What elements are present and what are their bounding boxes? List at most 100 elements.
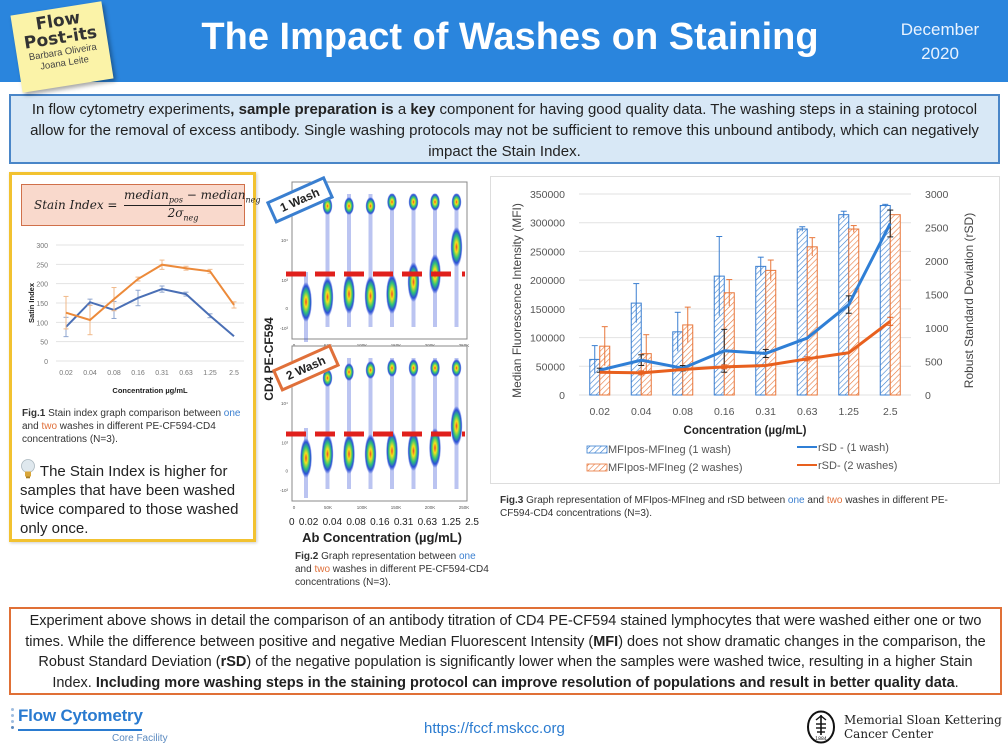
fig3-caption-one: one xyxy=(787,495,805,506)
negative-population xyxy=(386,274,398,314)
conclusion-key-message: Including more washing steps in the stai… xyxy=(95,674,955,691)
flow-plot-2: 10⁴ 10³ 0 -10³ 0 50K 100K 150K 200K 250K xyxy=(280,345,470,510)
fig1-x-tick: 0.04 xyxy=(83,370,97,377)
negative-population xyxy=(321,434,334,474)
gate-threshold-line xyxy=(402,431,422,437)
fig2-flow-plots: 1 Wash 2 Wash CD4 PE-CF594 10⁴10³0-10³05… xyxy=(262,176,489,596)
positive-population xyxy=(451,359,462,377)
gate-threshold-line xyxy=(373,431,393,437)
fig3-x-tick: 0.04 xyxy=(631,406,652,418)
flow-y-tick: 0 xyxy=(285,468,288,473)
concentration-tick: 0.02 xyxy=(298,517,319,528)
flow-x-tick: 200K xyxy=(425,505,436,510)
fig3-y2-tick: 2500 xyxy=(925,223,949,235)
mskcc-line2: Cancer Center xyxy=(844,727,934,741)
legend-swatch xyxy=(586,463,608,472)
fig1-y-tick: 150 xyxy=(36,301,48,308)
fig1-caption-text: Stain index graph comparison between xyxy=(45,408,224,419)
gate-threshold-line xyxy=(286,271,306,277)
fig3-caption: Fig.3 Graph representation of MFIpos-MFI… xyxy=(500,494,980,520)
flow-y-tick: 10³ xyxy=(281,278,288,283)
negative-population xyxy=(386,431,398,471)
concentration-tick: 0 xyxy=(289,517,295,528)
formula-denominator: 2σneg xyxy=(124,206,242,222)
fc-subtitle: Core Facility xyxy=(112,733,168,744)
fig3-y-tick: 100000 xyxy=(530,333,565,345)
negative-population xyxy=(364,434,377,474)
fig3-x-tick: 0.02 xyxy=(590,406,611,418)
gate-threshold-line xyxy=(373,271,393,277)
fig3-bar-1 xyxy=(755,265,767,396)
fig3-y-tick: 300000 xyxy=(530,218,565,230)
flow-x-tick: 150K xyxy=(391,505,402,510)
header-banner: The Impact of Washes on Staining Decembe… xyxy=(0,0,1008,82)
intro-bold-2: key xyxy=(410,101,436,118)
positive-population xyxy=(430,193,440,211)
fig3-bar-2 xyxy=(806,246,818,396)
conclusion-rsd: rSD xyxy=(220,654,247,670)
negative-population xyxy=(407,431,420,471)
stain-index-note-text: The Stain Index is higher for samples th… xyxy=(20,463,239,537)
fig3-x-tick: 0.16 xyxy=(714,406,735,418)
fig1-y-tick: 0 xyxy=(44,359,48,366)
positive-population xyxy=(451,193,462,211)
positive-population xyxy=(408,359,419,377)
stain-index-note: The Stain Index is higher for samples th… xyxy=(20,459,252,538)
stain-index-panel: Stain Index = medianpos − medianneg 2σne… xyxy=(9,172,261,542)
fig3-bar-2 xyxy=(848,228,860,396)
stain-index-formula: Stain Index = medianpos − medianneg 2σne… xyxy=(21,184,261,226)
mskcc-name: Memorial Sloan Kettering Cancer Center xyxy=(844,713,1002,741)
fig2-caption-label: Fig.2 xyxy=(295,551,319,562)
den-sub: neg xyxy=(183,213,199,223)
concentration-ticks: 0 0.02 0.04 0.08 0.16 0.31 0.63 1.25 2.5 xyxy=(289,517,479,528)
fig3-bar-2 xyxy=(889,214,901,396)
fig3-y2-tick: 3000 xyxy=(925,189,949,201)
intro-text-3: component for having good quality data. … xyxy=(30,101,979,160)
fig3-svg: 0 50000 100000 150000 200000 250000 300000 3500… xyxy=(510,189,976,474)
fig2-caption-one: one xyxy=(459,551,476,562)
logo-dots-icon xyxy=(11,708,15,732)
population-streak xyxy=(325,194,330,327)
legend-label: rSD- (2 washes) xyxy=(818,460,897,472)
gate-threshold-line xyxy=(431,431,451,437)
fig3-legend-item-4: rSD- (2 washes) xyxy=(797,460,897,472)
intro-bold-1: , sample preparation is xyxy=(230,101,394,118)
positive-population xyxy=(344,363,354,381)
population-streak xyxy=(368,194,373,327)
fig3-legend-item-3: rSD - (1 wash) xyxy=(797,442,889,454)
fc-title: Flow Cytometry xyxy=(18,706,143,725)
fig3-y2-tick: 500 xyxy=(925,357,943,369)
fig1-x-tick: 0.02 xyxy=(59,370,73,377)
population-streak xyxy=(347,194,351,327)
fig3-y-tick: 250000 xyxy=(530,246,565,258)
population-streak xyxy=(411,358,416,489)
fig2-caption-text: Graph representation between xyxy=(318,551,459,562)
mskcc-year: 1884 xyxy=(815,736,827,742)
gate-threshold-line xyxy=(315,431,335,437)
fig1-caption-end: washes in different PE-CF594-CD4 concent… xyxy=(22,421,216,445)
fig1-caption-and: and xyxy=(22,421,42,432)
fig3-x-tick: 0.63 xyxy=(797,406,818,418)
website-link[interactable]: https://fccf.mskcc.org xyxy=(424,720,565,737)
minus: − xyxy=(182,188,201,202)
date-month: December xyxy=(900,20,980,39)
population-streak xyxy=(347,358,351,489)
den: 2σ xyxy=(167,206,184,221)
concentration-tick: 0.31 xyxy=(393,517,414,528)
mskcc-tree-icon: 1884 xyxy=(807,710,835,744)
positive-population xyxy=(387,359,397,377)
gate-threshold-line xyxy=(344,271,364,277)
flow-y-tick: 10⁴ xyxy=(281,401,288,406)
fig3-x-tick: 0.08 xyxy=(673,406,694,418)
gate-threshold-line xyxy=(462,431,465,437)
fig3-bar-2 xyxy=(723,292,735,396)
fig1-caption: Fig.1 Stain index graph comparison betwe… xyxy=(22,407,252,446)
negative-population xyxy=(300,282,312,322)
flow-x-tick: 250K xyxy=(459,505,470,510)
flow-y-tick: -10³ xyxy=(280,326,289,331)
fig1-caption-label: Fig.1 xyxy=(22,408,46,419)
fig1-y-tick: 250 xyxy=(36,262,48,269)
legend-label: rSD - (1 wash) xyxy=(818,442,889,454)
intro-text-1: In flow cytometry experiments xyxy=(31,101,231,118)
flow-cytometry-logo: Flow Cytometry Core Facility xyxy=(11,706,168,744)
